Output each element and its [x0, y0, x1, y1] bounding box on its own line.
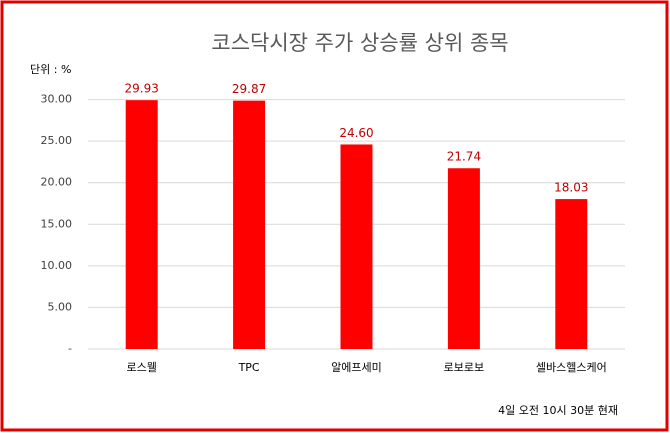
value-label: 29.93	[125, 82, 159, 96]
bar	[447, 168, 480, 349]
y-tick-label: 30.00	[41, 93, 73, 106]
y-tick-label: -	[68, 342, 72, 355]
y-tick-label: 15.00	[41, 217, 73, 230]
y-tick-label: 20.00	[41, 176, 73, 189]
x-tick-label: 셀바스헬스케어	[536, 361, 607, 374]
value-label: 18.03	[554, 181, 588, 195]
x-tick-label: TPC	[238, 361, 260, 374]
chart-title: 코스닥시장 주가 상승률 상위 종목	[211, 31, 508, 55]
value-label: 29.87	[232, 82, 266, 96]
unit-label: 단위 : %	[30, 63, 71, 76]
bar	[125, 100, 158, 349]
y-tick-label: 5.00	[48, 300, 73, 313]
note: 4일 오전 10시 30분 현재	[498, 403, 618, 417]
y-tick-label: 25.00	[41, 134, 73, 147]
x-tick-label: 로스웰	[127, 361, 157, 374]
y-tick-label: 10.00	[41, 259, 73, 272]
x-tick-label: 로보로보	[444, 361, 484, 374]
value-label: 21.74	[447, 150, 481, 164]
bar	[340, 144, 373, 349]
bar	[233, 100, 266, 349]
x-tick-label: 알에프세미	[331, 360, 382, 374]
bar	[555, 199, 588, 349]
value-label: 24.60	[339, 126, 373, 140]
